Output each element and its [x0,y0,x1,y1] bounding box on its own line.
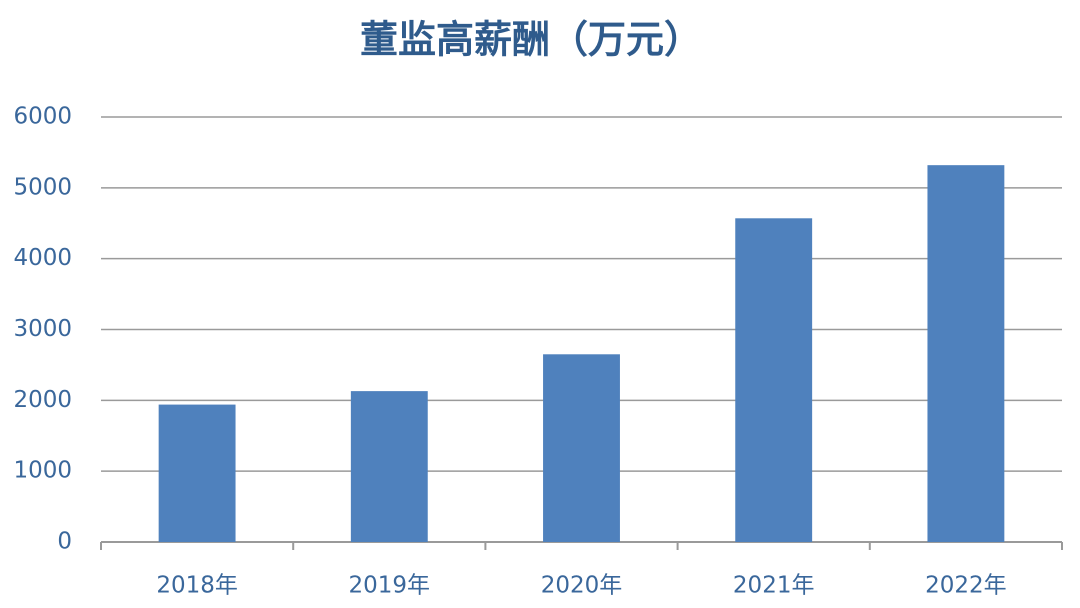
y-tick-label: 4000 [13,245,72,271]
x-tick-label: 2022年 [925,573,1007,599]
y-tick-label: 3000 [13,316,72,342]
bar [543,354,620,542]
chart-title: 董监高薪酬（万元） [360,18,702,62]
y-tick-label: 2000 [13,387,72,413]
y-tick-label: 5000 [13,174,72,200]
bar [158,404,236,542]
bar [350,391,428,542]
x-tick-label: 2020年 [541,573,623,599]
y-tick-label: 0 [57,529,72,555]
y-tick-label: 1000 [13,458,72,484]
bar [735,218,813,542]
y-tick-label: 6000 [13,104,72,130]
x-tick-label: 2019年 [349,573,431,599]
bar [927,165,1005,542]
x-tick-label: 2021年 [733,573,815,599]
x-tick-label: 2018年 [156,573,238,599]
